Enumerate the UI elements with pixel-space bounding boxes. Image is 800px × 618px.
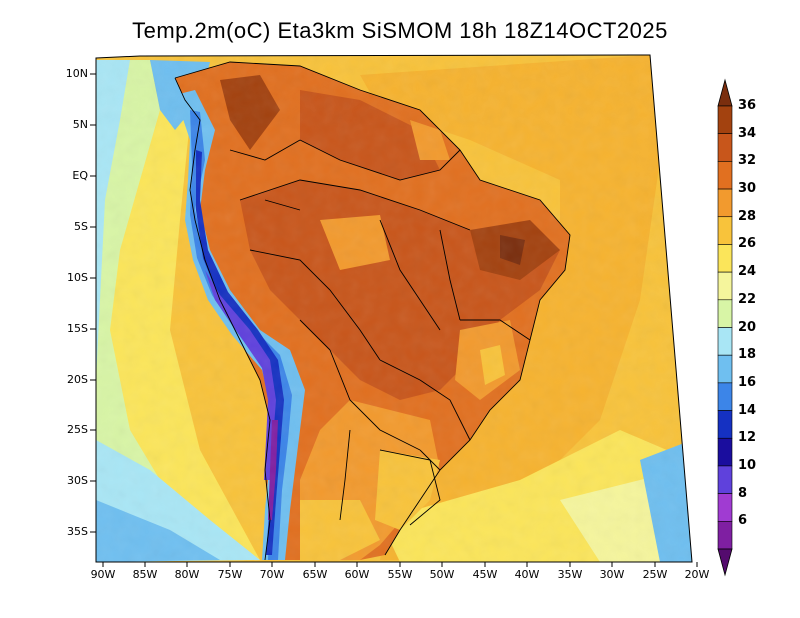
country-borders xyxy=(174,61,571,561)
colorbar-swatch xyxy=(717,493,733,522)
lon-label-45w: 45W xyxy=(472,568,498,581)
colorbar-label: 12 xyxy=(738,430,757,446)
colorbar-label: 20 xyxy=(738,319,757,335)
colorbar-label: 22 xyxy=(738,291,757,307)
colorbar-label: 6 xyxy=(738,513,748,529)
colorbar-swatch xyxy=(717,465,733,494)
lon-label-80w: 80W xyxy=(174,568,200,581)
colorbar-label: 14 xyxy=(738,402,757,418)
lon-label-30w: 30W xyxy=(599,568,625,581)
colorbar-label: 28 xyxy=(738,208,757,224)
lon-label-75w: 75W xyxy=(217,568,243,581)
lat-label-10s: 10S xyxy=(67,271,88,284)
colorbar-arrow-bottom xyxy=(717,548,733,577)
lat-label-eq: EQ xyxy=(72,169,88,182)
lon-label-55w: 55W xyxy=(387,568,413,581)
lat-label-35s: 35S xyxy=(67,525,88,538)
map-title: Temp.2m(oC) Eta3km SiSMOM 18h 18Z14OCT20… xyxy=(132,18,668,43)
lon-label-70w: 70W xyxy=(259,568,285,581)
colorbar-swatch xyxy=(717,410,733,439)
colorbar-label: 32 xyxy=(738,153,757,169)
colorbar-label: 24 xyxy=(738,264,757,280)
colorbar-swatch xyxy=(717,354,733,384)
lat-label-15s: 15S xyxy=(67,322,88,335)
lon-label-90w: 90W xyxy=(90,568,116,581)
lon-label-35w: 35W xyxy=(557,568,583,581)
colorbar-swatch xyxy=(717,271,733,301)
colorbar-swatch xyxy=(717,327,733,356)
colorbar-swatch xyxy=(717,521,733,550)
colorbar-label: 34 xyxy=(738,125,757,141)
lat-label-5n: 5N xyxy=(72,118,88,131)
map-frame xyxy=(95,54,693,563)
colorbar-swatch xyxy=(717,161,733,190)
lon-label-25w: 25W xyxy=(642,568,668,581)
lon-label-85w: 85W xyxy=(132,568,158,581)
colorbar-swatch xyxy=(717,382,733,411)
colorbar-label: 10 xyxy=(738,457,757,473)
lon-label-50w: 50W xyxy=(429,568,455,581)
colorbar-label: 36 xyxy=(738,98,757,113)
colorbar-label: 8 xyxy=(738,485,748,501)
colorbar-label: 18 xyxy=(738,347,757,363)
lon-label-65w: 65W xyxy=(302,568,328,581)
colorbar-swatch xyxy=(717,216,733,245)
colorbar-swatch xyxy=(717,188,733,218)
lat-label-10n: 10N xyxy=(65,67,88,80)
colorbar-swatch xyxy=(717,437,733,467)
colorbar-swatch xyxy=(717,244,733,273)
colorbar-arrow-top xyxy=(717,78,733,107)
lat-label-5s: 5S xyxy=(74,220,88,233)
lat-label-30s: 30S xyxy=(67,474,88,487)
colorbar-label: 26 xyxy=(738,236,757,252)
lon-label-40w: 40W xyxy=(514,568,540,581)
lon-label-60w: 60W xyxy=(344,568,370,581)
colorbar-swatch xyxy=(717,105,733,134)
lat-label-25s: 25S xyxy=(67,423,88,436)
lat-label-20s: 20S xyxy=(67,373,88,386)
colorbar-label: 16 xyxy=(738,374,757,390)
colorbar-swatch xyxy=(717,299,733,328)
colorbar-label: 30 xyxy=(738,181,757,197)
colorbar-swatch xyxy=(717,133,733,162)
lon-label-20w: 20W xyxy=(684,568,710,581)
axis-ticks xyxy=(90,73,698,567)
colorbar xyxy=(717,78,733,577)
temperature-field xyxy=(96,55,692,562)
